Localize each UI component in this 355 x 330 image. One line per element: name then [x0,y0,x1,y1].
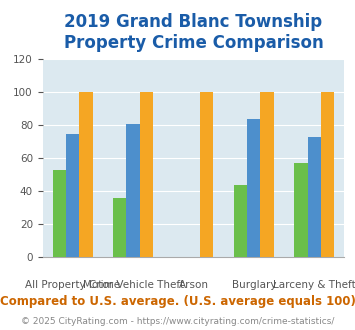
Bar [294,163,307,257]
Bar [53,170,66,257]
Text: Burglary: Burglary [231,280,276,290]
Bar [126,124,140,257]
Bar [66,134,80,257]
Bar [307,137,321,257]
Bar [261,92,274,257]
Text: Motor Vehicle Theft: Motor Vehicle Theft [83,280,184,290]
Text: All Property Crime: All Property Crime [25,280,120,290]
Bar [321,92,334,257]
Bar [200,92,213,257]
Title: 2019 Grand Blanc Township
Property Crime Comparison: 2019 Grand Blanc Township Property Crime… [64,14,323,52]
Bar [247,119,261,257]
Text: Compared to U.S. average. (U.S. average equals 100): Compared to U.S. average. (U.S. average … [0,295,355,309]
Text: Larceny & Theft: Larceny & Theft [273,280,355,290]
Bar [80,92,93,257]
Bar [234,185,247,257]
Legend: Grand Blanc Township, Michigan, National: Grand Blanc Township, Michigan, National [20,327,355,330]
Bar [113,198,126,257]
Text: Arson: Arson [179,280,208,290]
Bar [140,92,153,257]
Text: © 2025 CityRating.com - https://www.cityrating.com/crime-statistics/: © 2025 CityRating.com - https://www.city… [21,317,334,326]
